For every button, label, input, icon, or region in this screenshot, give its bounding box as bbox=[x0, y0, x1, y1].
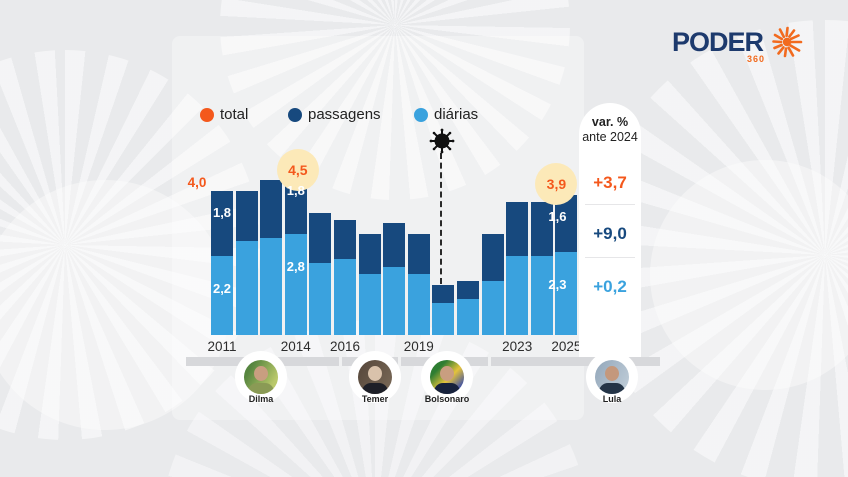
legend-dot-total bbox=[200, 107, 214, 122]
var-divider-2 bbox=[585, 257, 635, 258]
segment-passagens-2020 bbox=[432, 284, 455, 303]
segment-diarias-2017 bbox=[358, 273, 381, 335]
segment-diarias-2011 bbox=[211, 255, 233, 335]
legend-dot-diarias bbox=[414, 107, 428, 122]
avatar-dilma bbox=[244, 360, 278, 394]
bars-layer bbox=[211, 140, 583, 335]
avatar-bolsonaro bbox=[430, 360, 464, 394]
timeline-segment-lula bbox=[491, 357, 660, 366]
segment-passagens-2016 bbox=[334, 219, 356, 260]
var-value-diarias: +0,2 bbox=[593, 277, 627, 296]
bar-2012 bbox=[235, 191, 258, 335]
segment-diarias-2019 bbox=[407, 273, 430, 335]
segment-passagens-2024 bbox=[530, 201, 553, 256]
segment-passagens-2013 bbox=[260, 180, 283, 238]
var-title-line1: var. % bbox=[591, 115, 629, 129]
var-title-line2: ante 2024 bbox=[582, 130, 638, 144]
x-tick-2014: 2014 bbox=[280, 339, 311, 354]
segment-diarias-2023 bbox=[506, 255, 529, 335]
bar-2013 bbox=[260, 180, 283, 335]
bar-2014 bbox=[284, 169, 307, 335]
bar-2025 bbox=[555, 194, 578, 335]
logo-wordmark: PODER 360 bbox=[672, 26, 766, 64]
x-axis: 2011 2014 2016 2019 2023 2025 bbox=[207, 339, 583, 355]
segment-passagens-2019 bbox=[407, 234, 430, 274]
x-tick-2025: 2025 bbox=[551, 339, 582, 354]
segment-passagens-2012 bbox=[235, 191, 258, 242]
segment-passagens-2018 bbox=[383, 223, 406, 267]
president-name-temer: Temer bbox=[361, 394, 389, 404]
x-tick-2023: 2023 bbox=[502, 339, 533, 354]
bar-2023 bbox=[506, 201, 529, 335]
coronavirus-icon bbox=[429, 128, 455, 154]
segment-diarias-2014 bbox=[284, 234, 307, 335]
sunburst-icon bbox=[772, 26, 803, 58]
legend-label-total: total bbox=[220, 106, 249, 123]
variation-panel-title: var. % ante 2024 bbox=[579, 103, 641, 145]
bar-2019 bbox=[407, 234, 430, 335]
segment-diarias-2024 bbox=[530, 255, 553, 335]
avatar-temer bbox=[358, 360, 392, 394]
bar-2017 bbox=[358, 234, 381, 335]
legend-item-total: total bbox=[200, 106, 248, 123]
bar-2018 bbox=[383, 223, 406, 335]
var-value-passagens: +9,0 bbox=[593, 224, 627, 243]
bar-2011 bbox=[211, 191, 233, 335]
background-blob-right bbox=[650, 160, 848, 390]
bar-2020 bbox=[432, 284, 455, 335]
segment-passagens-2015 bbox=[309, 212, 332, 263]
segment-diarias-2025 bbox=[555, 252, 578, 335]
legend-label-diarias: diárias bbox=[434, 106, 479, 123]
variation-panel: var. % ante 2024 +3,7 +9,0 +0,2 bbox=[579, 103, 641, 363]
bar-2016 bbox=[334, 219, 356, 335]
bar-2021 bbox=[457, 281, 479, 335]
legend-dot-passagens bbox=[288, 107, 302, 122]
segment-diarias-2020 bbox=[432, 302, 455, 335]
bar-2022 bbox=[481, 234, 504, 335]
segment-passagens-2014 bbox=[284, 169, 307, 235]
segment-passagens-2022 bbox=[481, 234, 504, 281]
x-tick-2011: 2011 bbox=[207, 339, 237, 354]
segment-diarias-2018 bbox=[383, 266, 406, 335]
poder360-logo: PODER 360 bbox=[672, 20, 812, 64]
x-tick-2016: 2016 bbox=[329, 339, 361, 354]
segment-diarias-2015 bbox=[309, 263, 332, 335]
avatar-lula bbox=[595, 360, 629, 394]
segment-passagens-2023 bbox=[506, 201, 529, 256]
segment-passagens-2017 bbox=[358, 234, 381, 274]
president-name-dilma: Dilma bbox=[248, 394, 274, 404]
segment-passagens-2021 bbox=[457, 281, 479, 299]
var-value-total: +3,7 bbox=[593, 173, 627, 192]
segment-diarias-2016 bbox=[334, 259, 356, 335]
president-name-lula: Lula bbox=[602, 394, 622, 404]
bar-2024 bbox=[530, 201, 553, 335]
background-blob-left bbox=[0, 180, 230, 430]
x-tick-2019: 2019 bbox=[403, 339, 434, 354]
legend-label-passagens: passagens bbox=[308, 106, 381, 123]
covid-dashed-line bbox=[440, 153, 442, 284]
logo-360-label: 360 bbox=[747, 53, 766, 64]
segment-diarias-2021 bbox=[457, 299, 479, 335]
segment-diarias-2013 bbox=[260, 237, 283, 335]
segment-passagens-2011 bbox=[211, 191, 233, 256]
legend-item-diarias: diárias bbox=[414, 106, 478, 123]
bar-2015 bbox=[309, 212, 332, 335]
var-divider-1 bbox=[585, 204, 635, 205]
segment-diarias-2022 bbox=[481, 281, 504, 335]
segment-diarias-2012 bbox=[235, 241, 258, 335]
legend-item-passagens: passagens bbox=[288, 106, 381, 123]
segment-passagens-2025 bbox=[555, 194, 578, 253]
president-name-bolsonaro: Bolsonaro bbox=[424, 394, 470, 404]
